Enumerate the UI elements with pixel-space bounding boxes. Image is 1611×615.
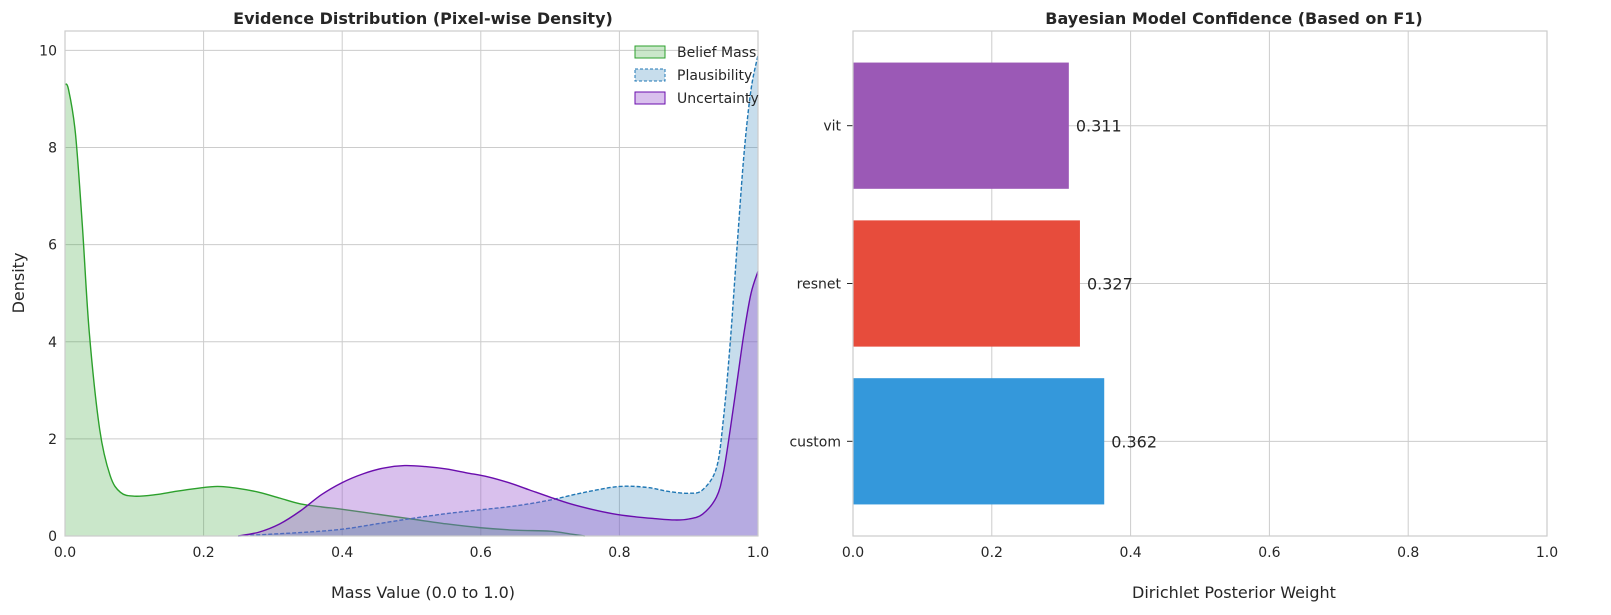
density-y-tick-label: 10 bbox=[39, 43, 57, 59]
density-x-tick-label: 0.8 bbox=[608, 545, 630, 561]
legend-label-uncertainty: Uncertainty bbox=[677, 91, 759, 107]
density-y-tick-label: 4 bbox=[48, 335, 57, 351]
legend-label-belief-mass: Belief Mass bbox=[677, 45, 756, 61]
density-chart: Evidence Distribution (Pixel-wise Densit… bbox=[9, 9, 769, 602]
density-y-tick-label: 2 bbox=[48, 432, 57, 448]
density-plot-frame bbox=[64, 30, 759, 537]
density-x-tick-label: 1.0 bbox=[747, 545, 769, 561]
density-y-tick-label: 8 bbox=[48, 141, 57, 157]
density-x-axis-label: Mass Value (0.0 to 1.0) bbox=[331, 583, 515, 602]
confidence-plot-frame bbox=[852, 30, 1548, 537]
bar-resnet bbox=[853, 220, 1080, 347]
density-y-axis-label: Density bbox=[9, 253, 28, 314]
confidence-x-tick-label: 0.0 bbox=[842, 545, 864, 561]
density-area-uncertainty bbox=[238, 271, 758, 536]
confidence-x-axis-label: Dirichlet Posterior Weight bbox=[1132, 583, 1336, 602]
density-line-uncertainty bbox=[238, 271, 759, 537]
confidence-x-tick-label: 1.0 bbox=[1536, 545, 1558, 561]
confidence-x-tick-label: 0.6 bbox=[1258, 545, 1280, 561]
legend-label-plausibility: Plausibility bbox=[677, 68, 752, 84]
bar-custom bbox=[853, 378, 1105, 505]
bar-value-label-custom: 0.362 bbox=[1111, 432, 1157, 451]
density-line-belief-mass bbox=[64, 83, 585, 537]
confidence-x-ticks: 0.0 0.2 0.4 0.6 0.8 1.0 bbox=[842, 545, 1558, 561]
density-line-plausibility bbox=[238, 55, 759, 537]
confidence-y-tick-label-custom: custom bbox=[789, 434, 841, 450]
bar-vit bbox=[853, 62, 1069, 189]
confidence-chart: Bayesian Model Confidence (Based on F1) … bbox=[789, 9, 1558, 602]
density-series bbox=[64, 55, 759, 537]
density-y-ticks: 0 2 4 6 8 10 bbox=[39, 43, 57, 545]
confidence-y-ticks: custom resnet vit bbox=[789, 119, 853, 450]
density-x-tick-label: 0.4 bbox=[331, 545, 353, 561]
density-chart-title: Evidence Distribution (Pixel-wise Densit… bbox=[233, 9, 613, 28]
density-y-tick-label: 0 bbox=[48, 529, 57, 545]
legend-item-uncertainty: Uncertainty bbox=[634, 91, 759, 107]
bar-value-label-vit: 0.311 bbox=[1076, 117, 1122, 136]
legend-item-belief-mass: Belief Mass bbox=[634, 45, 756, 61]
density-x-tick-label: 0.6 bbox=[470, 545, 492, 561]
confidence-chart-title: Bayesian Model Confidence (Based on F1) bbox=[1045, 9, 1422, 28]
density-area-belief-mass bbox=[65, 84, 585, 536]
confidence-bars: 0.362 0.327 0.311 bbox=[853, 62, 1157, 505]
legend-swatch-uncertainty bbox=[634, 91, 666, 105]
density-legend: Belief Mass Plausibility Uncertainty bbox=[634, 45, 759, 107]
confidence-x-tick-label: 0.4 bbox=[1119, 545, 1141, 561]
legend-item-plausibility: Plausibility bbox=[634, 68, 752, 84]
confidence-y-tick-label-vit: vit bbox=[823, 119, 841, 135]
confidence-x-tick-label: 0.8 bbox=[1397, 545, 1419, 561]
confidence-y-tick-label-resnet: resnet bbox=[797, 277, 842, 293]
density-x-tick-label: 0.0 bbox=[54, 545, 76, 561]
density-x-tick-label: 0.2 bbox=[192, 545, 214, 561]
confidence-x-tick-label: 0.2 bbox=[981, 545, 1003, 561]
bar-value-label-resnet: 0.327 bbox=[1087, 275, 1133, 294]
density-y-tick-label: 6 bbox=[48, 238, 57, 254]
density-x-ticks: 0.0 0.2 0.4 0.6 0.8 1.0 bbox=[54, 545, 769, 561]
density-area-plausibility bbox=[238, 55, 758, 536]
legend-swatch-plausibility bbox=[634, 68, 666, 82]
legend-swatch-belief-mass bbox=[634, 45, 666, 59]
